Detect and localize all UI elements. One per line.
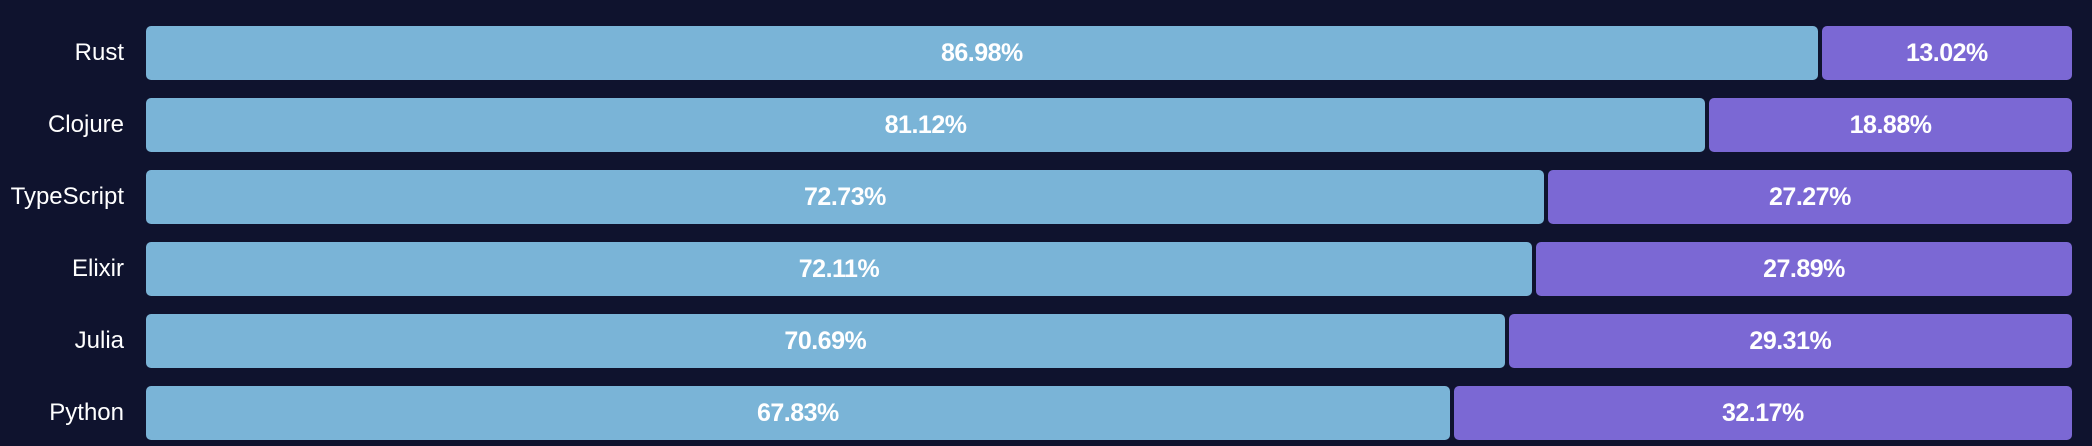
bar-segment-1: 81.12%	[146, 98, 1706, 152]
category-label: Julia	[74, 327, 124, 354]
bar-segment-2: 27.89%	[1535, 242, 2072, 296]
bar-row-rust: Rust 86.98% 13.02%	[0, 26, 2092, 80]
bar-segment-1: 86.98%	[146, 26, 1818, 80]
bar-row-typescript: TypeScript 72.73% 27.27%	[0, 170, 2092, 224]
bar-segment-2: 18.88%	[1709, 98, 2072, 152]
data-label: 18.88%	[1849, 110, 1932, 139]
data-label: 72.73%	[804, 182, 886, 211]
data-label: 67.83%	[756, 398, 839, 427]
bar-segment-1: 70.69%	[146, 314, 1505, 368]
bar-row-elixir: Elixir 72.11% 27.89%	[0, 242, 2092, 296]
data-label: 32.17%	[1721, 398, 1804, 427]
bar-segment-2: 13.02%	[1821, 26, 2072, 80]
bar-segment-1: 72.11%	[146, 242, 1532, 296]
bar-segment-1: 72.73%	[146, 170, 1544, 224]
data-label: 13.02%	[1905, 38, 1988, 67]
category-label: TypeScript	[10, 183, 124, 210]
data-label: 27.89%	[1763, 254, 1845, 283]
data-label: 27.27%	[1769, 182, 1851, 211]
bar-segment-1: 67.83%	[146, 386, 1450, 440]
data-label: 86.98%	[940, 38, 1023, 67]
category-label: Python	[49, 399, 124, 426]
data-label: 81.12%	[884, 110, 967, 139]
category-label: Clojure	[47, 111, 124, 138]
bar-segment-2: 32.17%	[1453, 386, 2072, 440]
data-label: 72.11%	[798, 254, 880, 283]
data-label: 70.69%	[784, 326, 867, 355]
bar-row-clojure: Clojure 81.12% 18.88%	[0, 98, 2092, 152]
bar-segment-2: 29.31%	[1508, 314, 2072, 368]
bar-row-julia: Julia 70.69% 29.31%	[0, 314, 2092, 368]
bar-row-python: Python 67.83% 32.17%	[0, 386, 2092, 440]
bar-segment-2: 27.27%	[1547, 170, 2072, 224]
data-label: 29.31%	[1749, 326, 1832, 355]
category-label: Elixir	[72, 255, 124, 282]
category-label: Rust	[74, 39, 124, 66]
